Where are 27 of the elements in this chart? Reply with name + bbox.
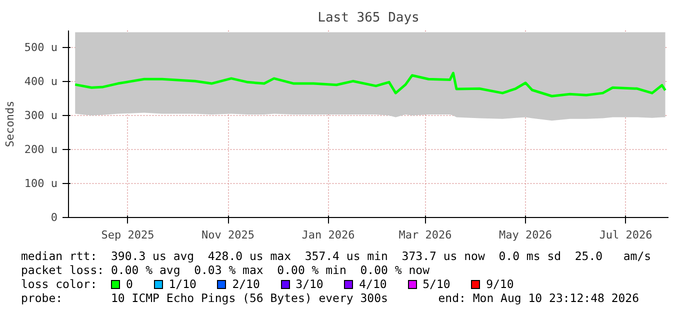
legend-title: loss color: (21, 277, 98, 291)
legend-label: 0 (126, 277, 133, 291)
legend-label: 1/10 (168, 277, 196, 291)
y-tick-label: 0 (50, 211, 58, 224)
legend-label: 9/10 (486, 277, 514, 291)
text: median rtt: 390.3 us avg 428.0 us max 357.4 us min 373.7 us now 0.0 ms sd 25.0 am/s (21, 249, 652, 263)
chart-title: Last 365 Days (318, 10, 420, 26)
y-tick-label: 200 u (24, 143, 58, 156)
x-tick-label: May 2026 (499, 228, 552, 242)
y-tick-label: 100 u (24, 177, 58, 190)
x-tick-label: Nov 2025 (202, 228, 254, 242)
legend-label: 4/10 (359, 277, 387, 291)
text: probe: 10 ICMP Echo Pings (56 Bytes) every 300s (21, 291, 388, 305)
legend-label: 2/10 (232, 277, 260, 291)
x-tick-label: Mar 2026 (398, 228, 452, 242)
legend-label: 5/10 (422, 277, 450, 291)
y-tick-label: 500 u (24, 41, 58, 54)
y-tick-label: 300 u (24, 109, 58, 122)
text: packet loss: 0.00 % avg 0.03 % max 0.00 % min 0.00 % now (21, 263, 430, 277)
y-tick-label: 400 u (24, 75, 58, 88)
x-tick-label: Jul 2026 (599, 228, 652, 242)
text: end: Mon Aug 10 23:12:48 2026 (438, 291, 640, 305)
x-tick-label: Jan 2026 (302, 228, 355, 242)
legend-label: 3/10 (296, 277, 324, 291)
line-series (74, 72, 667, 98)
x-tick-label: Sep 2025 (101, 228, 154, 242)
y-axis-title: Seconds (3, 100, 16, 148)
